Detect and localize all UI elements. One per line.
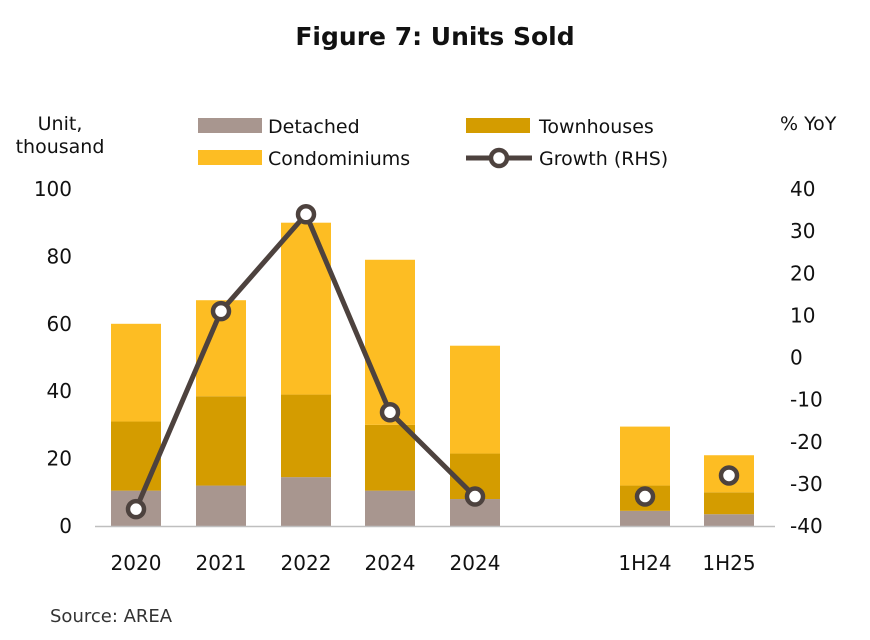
bar-condominiums-5: [620, 426, 670, 486]
bar-townhouses-1: [196, 396, 246, 486]
legend-label-townhouses: Townhouses: [538, 116, 654, 138]
growth-marker-0: [125, 498, 147, 520]
legend-swatch-marker-growth-rhs: [488, 147, 510, 169]
right-tick-0: 0: [790, 346, 803, 370]
left-tick-60: 60: [47, 312, 72, 336]
chart-title: Figure 7: Units Sold: [295, 22, 575, 51]
growth-marker-2: [295, 204, 317, 225]
growth-line-layer: [125, 204, 740, 520]
x-tick-1: 2021: [196, 551, 247, 575]
right-tick-40: 40: [790, 177, 815, 201]
legend-swatch-townhouses: [466, 118, 530, 133]
legend-label-detached: Detached: [268, 116, 360, 138]
bar-townhouses-3: [365, 424, 415, 491]
x-tick-2: 2022: [281, 551, 332, 575]
growth-marker-4: [464, 486, 486, 507]
x-tick-6: 1H25: [702, 551, 755, 575]
right-tick-30: 30: [790, 219, 815, 243]
source-note: Source: AREA: [50, 606, 173, 627]
left-tick-0: 0: [59, 514, 72, 538]
right-tick--40: -40: [790, 514, 823, 538]
bar-detached-6: [704, 514, 754, 526]
left-tick-100: 100: [34, 177, 72, 201]
left-tick-80: 80: [47, 244, 72, 268]
x-tick-5: 1H24: [618, 551, 671, 575]
right-tick-20: 20: [790, 261, 815, 285]
left-tick-20: 20: [47, 447, 72, 471]
x-tick-0: 2020: [111, 551, 162, 575]
bar-detached-1: [196, 485, 246, 526]
growth-marker-5: [634, 486, 656, 507]
legend: Detached Townhouses Condominiums Growth (RH…: [198, 116, 668, 170]
growth-marker-6: [718, 465, 740, 486]
right-tick-10: 10: [790, 303, 815, 327]
bar-detached-3: [365, 490, 415, 526]
x-tick-3: 2024: [365, 551, 416, 575]
right-tick--30: -30: [790, 472, 823, 496]
bar-townhouses-6: [704, 492, 754, 515]
left-axis-label: Unit, thousand: [15, 113, 105, 158]
bar-townhouses-0: [111, 421, 161, 491]
legend-label-condominiums: Condominiums: [268, 148, 410, 170]
tick-labels: 0 20 40 60 80 100 -40 -30 -20 -10 0 10 20 30 40 2020 202…: [34, 177, 823, 575]
bar-condominiums-2: [281, 222, 331, 395]
legend-label-growth-rhs: Growth (RHS): [539, 148, 668, 170]
bar-layer: [111, 222, 754, 526]
growth-marker-1: [210, 300, 232, 322]
left-tick-40: 40: [47, 379, 72, 403]
legend-swatch-detached: [198, 118, 262, 133]
bar-detached-2: [281, 477, 331, 526]
bar-condominiums-3: [365, 259, 415, 425]
bar-condominiums-0: [111, 323, 161, 422]
bar-detached-5: [620, 510, 670, 526]
growth-marker-3: [379, 402, 401, 423]
x-tick-4: 2024: [450, 551, 501, 575]
legend-swatch-condominiums: [198, 150, 262, 165]
right-tick--10: -10: [790, 388, 823, 412]
right-axis-label: % YoY: [780, 113, 837, 135]
bar-townhouses-2: [281, 394, 331, 478]
right-tick--20: -20: [790, 430, 823, 454]
bar-condominiums-4: [450, 345, 500, 454]
